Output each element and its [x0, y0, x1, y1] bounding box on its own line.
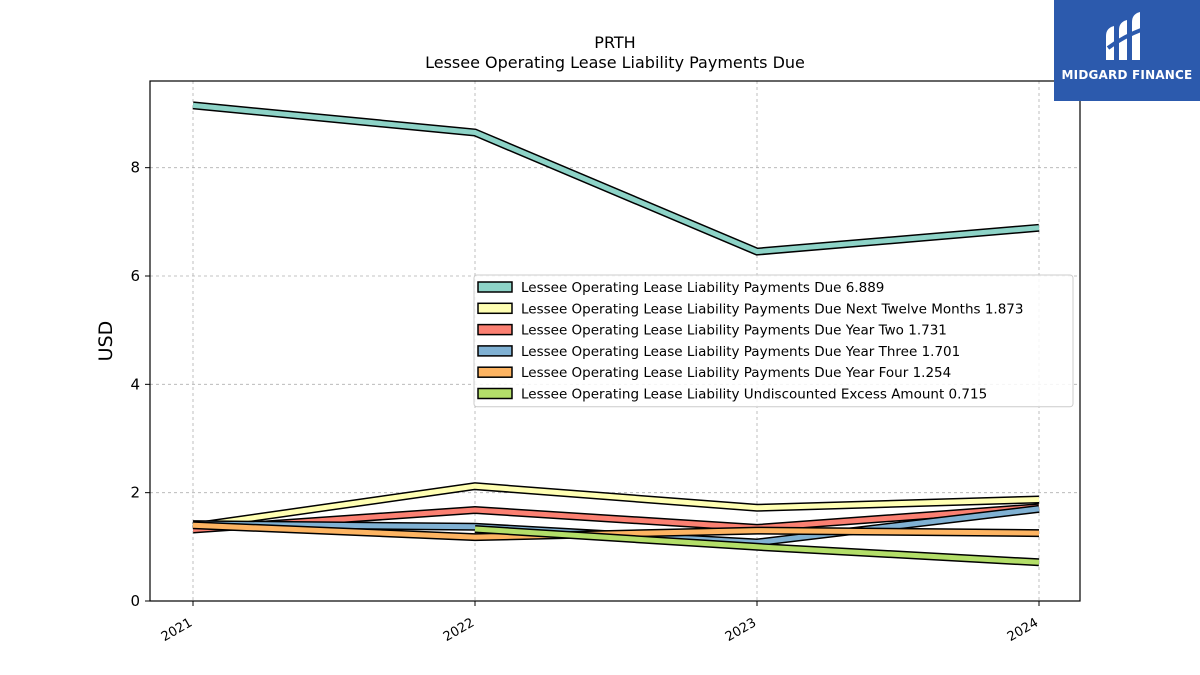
legend-swatch — [477, 387, 513, 400]
chart-subtitle: Lessee Operating Lease Liability Payment… — [425, 53, 805, 72]
legend-box — [473, 274, 1074, 408]
series-line — [474, 526, 1040, 565]
series-lines — [192, 101, 1040, 567]
legend-swatch — [477, 366, 513, 378]
legend: Lessee Operating Lease Liability Payment… — [473, 274, 1074, 408]
y-axis-label: USD — [95, 321, 117, 362]
legend-entry: Lessee Operating Lease Liability Payment… — [521, 301, 1023, 317]
series-line — [192, 504, 1040, 532]
legend-swatch — [477, 302, 513, 315]
x-tick-label: 2023 — [723, 615, 759, 645]
brand-logo: MIDGARD FINANCE — [1054, 0, 1200, 101]
series-line — [192, 102, 1040, 255]
legend-swatch — [477, 281, 513, 293]
y-tick-label: 2 — [130, 484, 140, 502]
legend-entry: Lessee Operating Lease Liability Payment… — [521, 323, 947, 339]
y-tick-label: 0 — [130, 592, 140, 610]
brand-name: MIDGARD FINANCE — [1061, 68, 1193, 82]
x-tick-label: 2024 — [1005, 615, 1041, 645]
legend-entry: Lessee Operating Lease Liability Payment… — [521, 365, 951, 381]
legend-entry: Lessee Operating Lease Liability Undisco… — [521, 387, 987, 403]
brand-mark-icon — [1106, 12, 1147, 60]
legend-entry: Lessee Operating Lease Liability Payment… — [521, 280, 884, 296]
legend-swatch — [477, 345, 513, 357]
y-tick-label: 8 — [130, 159, 140, 177]
chart-title: PRTH — [594, 33, 635, 52]
series-line-outline — [192, 101, 1040, 256]
y-tick-label: 4 — [130, 375, 140, 393]
legend-swatch — [477, 323, 513, 336]
x-tick-label: 2021 — [159, 615, 195, 645]
series-line — [192, 522, 1040, 540]
series-line — [192, 483, 1040, 529]
plot-frame — [149, 80, 1081, 602]
y-tick-label: 6 — [130, 267, 140, 285]
legend-entry: Lessee Operating Lease Liability Payment… — [521, 344, 960, 360]
x-tick-label: 2022 — [441, 615, 477, 645]
